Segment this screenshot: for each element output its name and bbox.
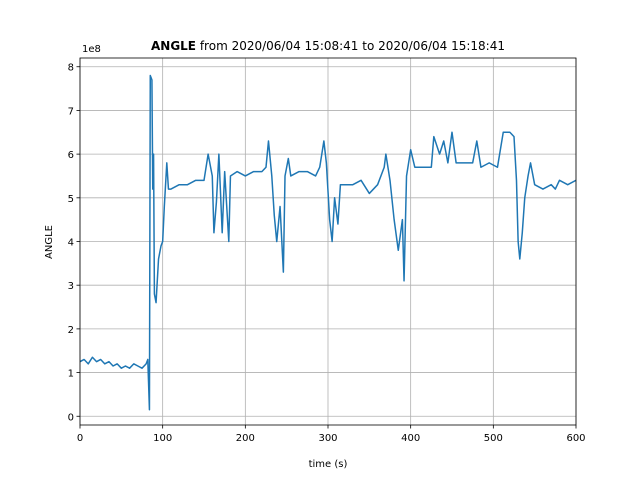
title-bold: ANGLE [151, 39, 196, 53]
x-tick-label: 500 [484, 433, 503, 444]
y-axis-label: ANGLE [44, 225, 55, 259]
y-offset-label: 1e8 [82, 44, 101, 55]
plot-frame [79, 57, 577, 426]
chart-title: ANGLE from 2020/06/04 15:08:41 to 2020/0… [151, 39, 505, 53]
x-tick-label: 0 [77, 433, 83, 444]
data-line [80, 74, 576, 411]
x-tick-label: 200 [236, 433, 255, 444]
y-tick-label: 7 [68, 106, 74, 117]
y-tick-label: 3 [68, 281, 74, 292]
x-tick-label: 100 [153, 433, 172, 444]
y-tick-label: 2 [68, 325, 74, 336]
title-rest: from 2020/06/04 15:08:41 to 2020/06/04 1… [196, 39, 505, 53]
y-tick-label: 4 [68, 238, 74, 249]
y-tick-label: 5 [68, 194, 74, 205]
y-tick-label: 6 [68, 150, 74, 161]
x-axis-label: time (s) [309, 459, 348, 470]
x-tick-label: 600 [566, 433, 585, 444]
y-tick-label: 1 [68, 369, 74, 380]
x-tick-label: 300 [318, 433, 337, 444]
y-tick-label: 0 [68, 412, 74, 423]
x-tick-label: 400 [401, 433, 420, 444]
y-tick-label: 8 [68, 63, 74, 74]
